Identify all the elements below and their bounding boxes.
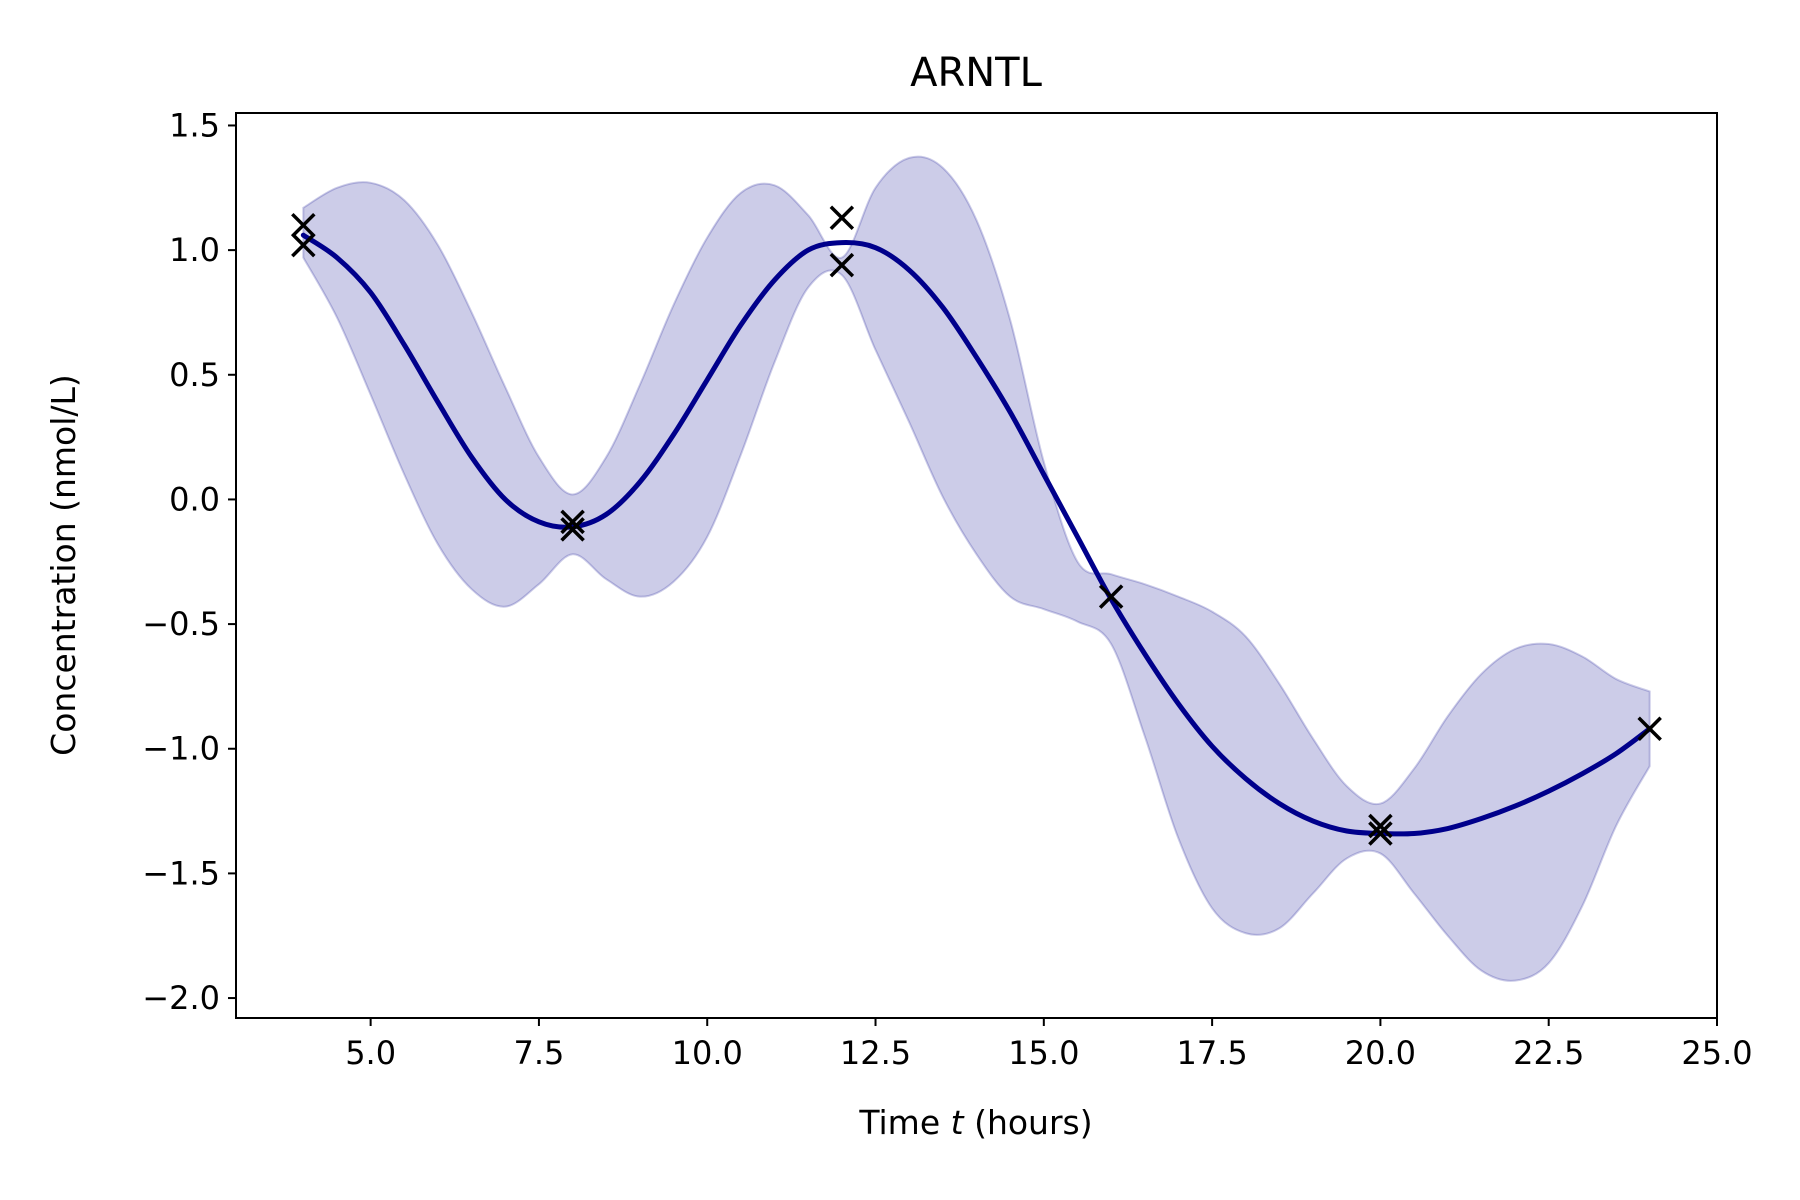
observation-marker [1368, 813, 1393, 839]
observation-marker [1098, 584, 1124, 609]
observation-marker [1368, 821, 1393, 846]
observation-marker [291, 212, 316, 238]
observation-marker [560, 517, 585, 542]
y-tick-label: −2.0 [142, 979, 220, 1017]
x-tick-label: 17.5 [1176, 1034, 1247, 1072]
confidence-band [302, 155, 1651, 982]
x-axis-label: Time t (hours) [858, 1103, 1092, 1142]
x-tick-label: 20.0 [1345, 1034, 1416, 1072]
observation-marker [829, 205, 855, 230]
observation-marker [291, 232, 316, 258]
x-tick-label: 7.5 [513, 1034, 564, 1072]
mean-line [300, 232, 1653, 837]
y-tick-label: −1.5 [142, 854, 220, 892]
y-tick-label: 1.5 [169, 106, 220, 144]
y-tick-label: 0.0 [169, 480, 220, 518]
y-axis: 1.5 1.0 0.5 0.0 −0.5 −1.0 −1.5 −2.0 [142, 106, 236, 1017]
y-axis-label: Concentration (nmol/L) [44, 374, 83, 756]
x-axis-label-suffix: (hours) [964, 1103, 1093, 1142]
y-tick-label: 1.0 [169, 231, 220, 269]
plot-area [291, 155, 1662, 982]
x-axis-label-prefix: Time [858, 1103, 950, 1142]
x-tick-label: 25.0 [1681, 1034, 1752, 1072]
x-tick-label: 5.0 [345, 1034, 396, 1072]
x-axis: 5.0 7.5 10.0 12.5 15.0 17.5 20.0 22.5 25.0 [345, 1018, 1753, 1072]
x-tick-label: 12.5 [840, 1034, 911, 1072]
observation-marker [829, 252, 855, 278]
x-tick-label: 10.0 [672, 1034, 743, 1072]
y-tick-label: −1.0 [142, 730, 220, 768]
y-tick-label: 0.5 [169, 356, 220, 394]
observation-marker [1637, 716, 1662, 742]
chart-title: ARNTL [910, 50, 1043, 96]
x-tick-label: 15.0 [1008, 1034, 1079, 1072]
axes-frame [235, 112, 1718, 1019]
observation-marker [560, 509, 585, 535]
y-tick-label: −0.5 [142, 605, 220, 643]
x-tick-label: 22.5 [1513, 1034, 1584, 1072]
x-axis-label-variable: t [951, 1103, 965, 1142]
